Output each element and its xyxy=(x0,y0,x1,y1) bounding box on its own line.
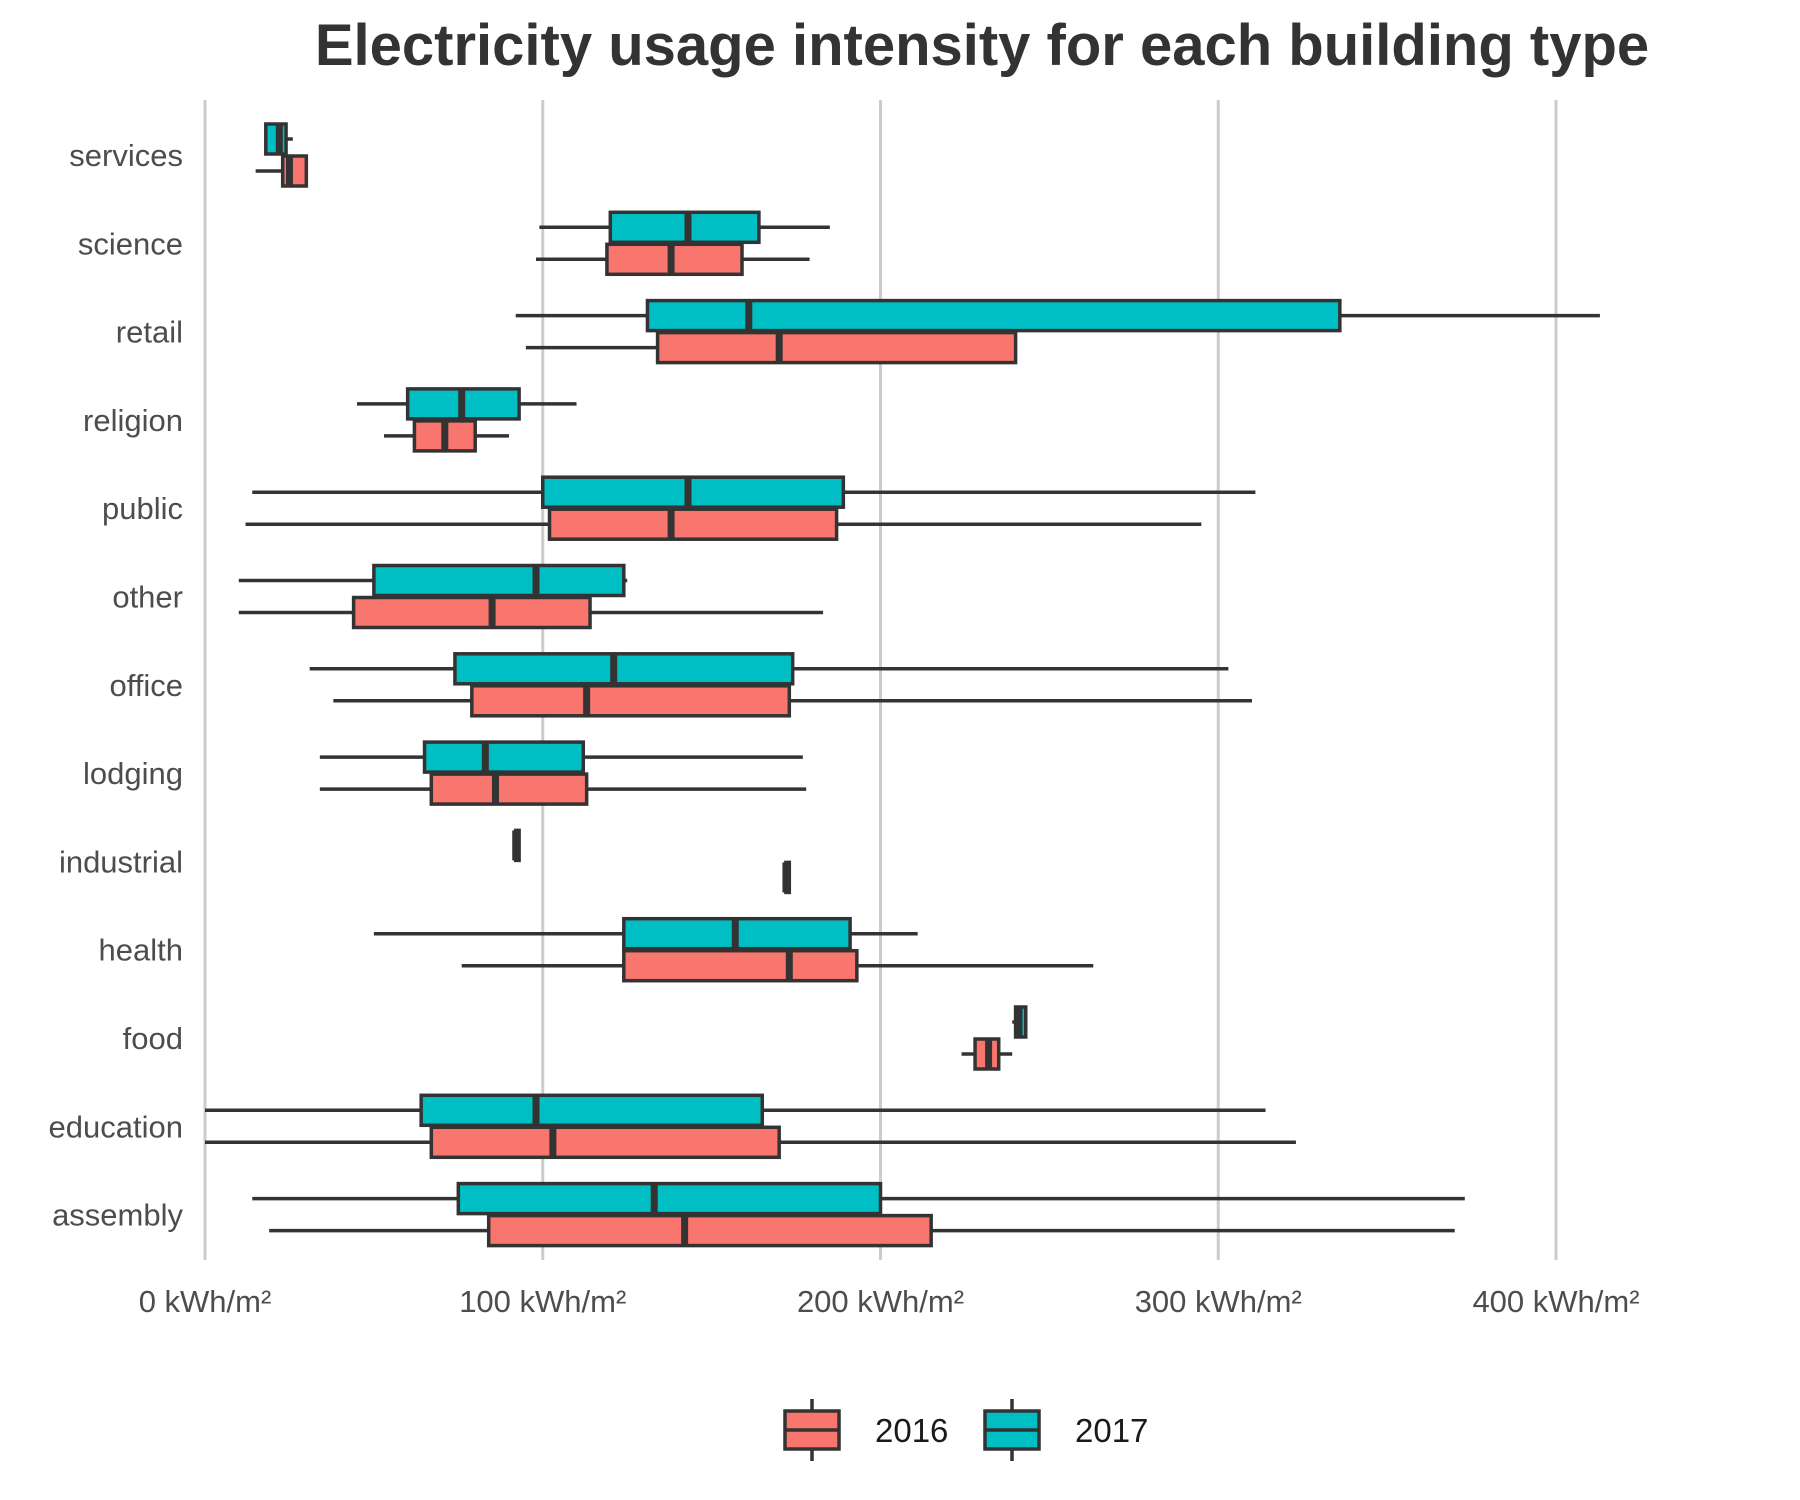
box xyxy=(486,1213,933,1248)
grid-layer xyxy=(203,100,1558,1260)
y-tick-label: retail xyxy=(116,315,183,350)
box xyxy=(372,563,626,598)
box-education-2017 xyxy=(205,1093,1266,1128)
box-office-2016 xyxy=(333,684,1253,718)
x-tick-label: 100 kWh/m² xyxy=(459,1284,626,1319)
y-tick-label: religion xyxy=(83,403,183,438)
box-industrial-2017 xyxy=(512,828,521,863)
box-other-2016 xyxy=(238,595,824,630)
box xyxy=(470,684,792,718)
y-tick-label: lodging xyxy=(83,756,183,791)
box xyxy=(645,298,1342,333)
box xyxy=(622,948,859,983)
x-tick-labels: 0 kWh/m² 100 kWh/m² 200 kWh/m² 300 kWh/m² 40… xyxy=(139,1284,1640,1319)
legend: 2016 2017 xyxy=(783,1399,1148,1461)
box-science-2017 xyxy=(539,210,830,245)
x-tick-label: 400 kWh/m² xyxy=(1472,1284,1639,1319)
box xyxy=(547,507,839,541)
box-science-2016 xyxy=(535,242,810,277)
box-office-2017 xyxy=(309,652,1229,686)
x-tick-label: 0 kWh/m² xyxy=(139,1284,272,1319)
box-assembly-2017 xyxy=(252,1181,1465,1216)
y-tick-label: health xyxy=(99,933,183,968)
box-education-2016 xyxy=(205,1125,1296,1160)
box-industrial-2016 xyxy=(782,860,792,895)
box-health-2017 xyxy=(373,916,918,951)
y-tick-label: assembly xyxy=(52,1198,183,1233)
y-tick-label: food xyxy=(123,1021,183,1056)
box xyxy=(541,475,846,509)
box-retail-2016 xyxy=(525,330,1018,365)
box xyxy=(419,1093,765,1128)
box-food-2017 xyxy=(1012,1005,1028,1039)
box-public-2017 xyxy=(252,475,1256,509)
chart-title: Electricity usage intensity for each bui… xyxy=(314,13,1650,78)
boxes-layer xyxy=(205,122,1600,1248)
box-public-2016 xyxy=(245,507,1202,541)
y-tick-label: public xyxy=(102,491,183,526)
y-tick-label: services xyxy=(69,138,183,173)
box-food-2016 xyxy=(961,1037,1013,1071)
box-assembly-2016 xyxy=(269,1213,1455,1248)
y-tick-label: other xyxy=(112,580,183,615)
box xyxy=(429,772,589,806)
legend-label: 2016 xyxy=(875,1412,948,1449)
y-tick-label: industrial xyxy=(59,844,183,879)
x-tick-label: 300 kWh/m² xyxy=(1135,1284,1302,1319)
box-services-2017 xyxy=(264,122,293,156)
box xyxy=(456,1181,883,1216)
box xyxy=(351,595,592,630)
box-health-2016 xyxy=(461,948,1094,983)
box-religion-2017 xyxy=(356,387,577,421)
box-lodging-2016 xyxy=(319,772,807,806)
y-tick-label: science xyxy=(78,226,183,261)
y-tick-label: office xyxy=(109,668,183,703)
y-tick-labels: services science retail religion public other… xyxy=(49,138,184,1233)
legend-label: 2017 xyxy=(1075,1412,1148,1449)
box-retail-2017 xyxy=(515,298,1600,333)
box xyxy=(655,330,1018,365)
box-lodging-2017 xyxy=(319,740,803,774)
box xyxy=(453,652,795,686)
box-services-2016 xyxy=(255,154,309,188)
box xyxy=(422,740,586,774)
legend-item-2016: 2016 xyxy=(783,1399,948,1461)
legend-item-2017: 2017 xyxy=(983,1399,1148,1461)
box xyxy=(429,1125,781,1160)
y-tick-label: education xyxy=(49,1109,183,1144)
x-tick-label: 200 kWh/m² xyxy=(797,1284,964,1319)
box-religion-2016 xyxy=(384,419,509,453)
box-other-2017 xyxy=(238,563,628,598)
